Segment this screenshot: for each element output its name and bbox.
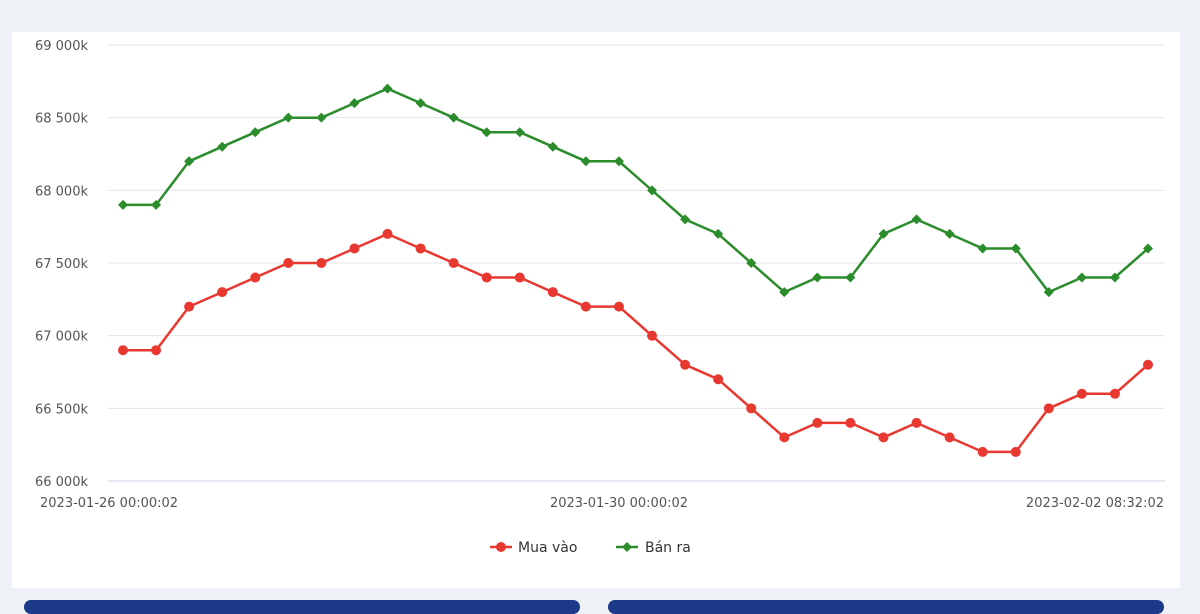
data-point[interactable] xyxy=(580,301,591,312)
data-point[interactable] xyxy=(283,112,294,123)
data-point[interactable] xyxy=(613,156,624,167)
data-point[interactable] xyxy=(547,141,558,152)
data-point[interactable] xyxy=(1109,272,1120,283)
data-point[interactable] xyxy=(977,243,988,254)
y-tick-label: 68 000k xyxy=(35,184,88,199)
series-line-1 xyxy=(123,232,1149,454)
data-point[interactable] xyxy=(547,287,558,298)
y-tick-label: 66 500k xyxy=(35,402,88,417)
legend-marker xyxy=(496,542,506,552)
data-point[interactable] xyxy=(382,228,393,239)
data-point[interactable] xyxy=(316,258,327,268)
y-tick-label: 67 000k xyxy=(35,330,88,345)
data-point[interactable] xyxy=(118,199,128,210)
line-chart: 66 000k 66 500k 67 000k 67 500k 68 000k 68 50… xyxy=(35,39,1165,556)
data-point[interactable] xyxy=(746,403,757,414)
data-point[interactable] xyxy=(1076,388,1087,399)
data-point[interactable] xyxy=(613,301,624,312)
data-point[interactable] xyxy=(1076,272,1087,283)
data-point[interactable] xyxy=(184,301,195,312)
data-point[interactable] xyxy=(845,417,856,428)
data-point[interactable] xyxy=(415,243,426,254)
y-tick-label: 68 500k xyxy=(35,112,88,127)
data-point[interactable] xyxy=(481,272,492,283)
data-point[interactable] xyxy=(316,112,327,123)
data-point[interactable] xyxy=(647,330,658,341)
data-point[interactable] xyxy=(713,228,724,239)
data-point[interactable] xyxy=(1043,403,1054,414)
series-line-2 xyxy=(123,87,1149,294)
data-point[interactable] xyxy=(283,258,294,268)
bottom-button-left[interactable] xyxy=(24,600,580,614)
data-point[interactable] xyxy=(415,98,426,109)
data-point[interactable] xyxy=(779,432,790,443)
data-point[interactable] xyxy=(184,156,195,167)
data-point[interactable] xyxy=(1010,446,1021,457)
bottom-button-right[interactable] xyxy=(608,600,1164,614)
data-point[interactable] xyxy=(977,446,988,457)
data-point[interactable] xyxy=(878,432,889,443)
data-point[interactable] xyxy=(514,127,525,138)
data-point[interactable] xyxy=(944,228,955,239)
data-point[interactable] xyxy=(647,185,658,196)
data-point[interactable] xyxy=(680,359,691,370)
data-point[interactable] xyxy=(812,417,823,428)
data-point[interactable] xyxy=(151,199,162,210)
data-point[interactable] xyxy=(878,228,889,239)
legend-marker xyxy=(622,542,632,552)
data-point[interactable] xyxy=(481,127,492,138)
legend-item-1[interactable]: Mua vào xyxy=(490,540,577,556)
data-point[interactable] xyxy=(217,141,228,152)
data-point[interactable] xyxy=(151,345,162,356)
chart-card: 66 000k 66 500k 67 000k 67 500k 68 000k 68 50… xyxy=(12,32,1180,588)
data-point[interactable] xyxy=(1143,243,1153,254)
data-point[interactable] xyxy=(944,432,955,443)
data-point[interactable] xyxy=(349,243,360,254)
data-point[interactable] xyxy=(217,287,228,298)
legend-label: Bán ra xyxy=(645,540,691,556)
data-point[interactable] xyxy=(911,214,922,225)
data-point[interactable] xyxy=(448,112,459,123)
legend-label: Mua vào xyxy=(518,540,577,556)
data-point[interactable] xyxy=(349,98,360,109)
data-point[interactable] xyxy=(580,156,591,167)
data-point[interactable] xyxy=(382,83,393,94)
y-tick-label: 69 000k xyxy=(35,39,88,54)
data-point[interactable] xyxy=(680,214,691,225)
data-point[interactable] xyxy=(1043,287,1054,298)
data-point[interactable] xyxy=(746,258,757,268)
legend-item-2[interactable]: Bán ra xyxy=(616,540,691,556)
data-point[interactable] xyxy=(845,272,856,283)
data-point[interactable] xyxy=(250,127,261,138)
x-tick-label: 2023-01-30 00:00:02 xyxy=(550,496,688,511)
data-point[interactable] xyxy=(514,272,525,283)
x-tick-label: 2023-02-02 08:32:02 xyxy=(1026,496,1164,511)
y-tick-label: 67 500k xyxy=(35,257,88,272)
data-point[interactable] xyxy=(1109,388,1120,399)
data-point[interactable] xyxy=(1143,359,1153,370)
data-point[interactable] xyxy=(448,258,459,268)
data-point[interactable] xyxy=(911,417,922,428)
y-tick-label: 66 000k xyxy=(35,475,88,490)
data-point[interactable] xyxy=(779,287,790,298)
data-point[interactable] xyxy=(1010,243,1021,254)
data-point[interactable] xyxy=(812,272,823,283)
data-point[interactable] xyxy=(250,272,261,283)
data-point[interactable] xyxy=(713,374,724,385)
data-point[interactable] xyxy=(118,345,128,356)
x-tick-label: 2023-01-26 00:00:02 xyxy=(40,496,178,511)
